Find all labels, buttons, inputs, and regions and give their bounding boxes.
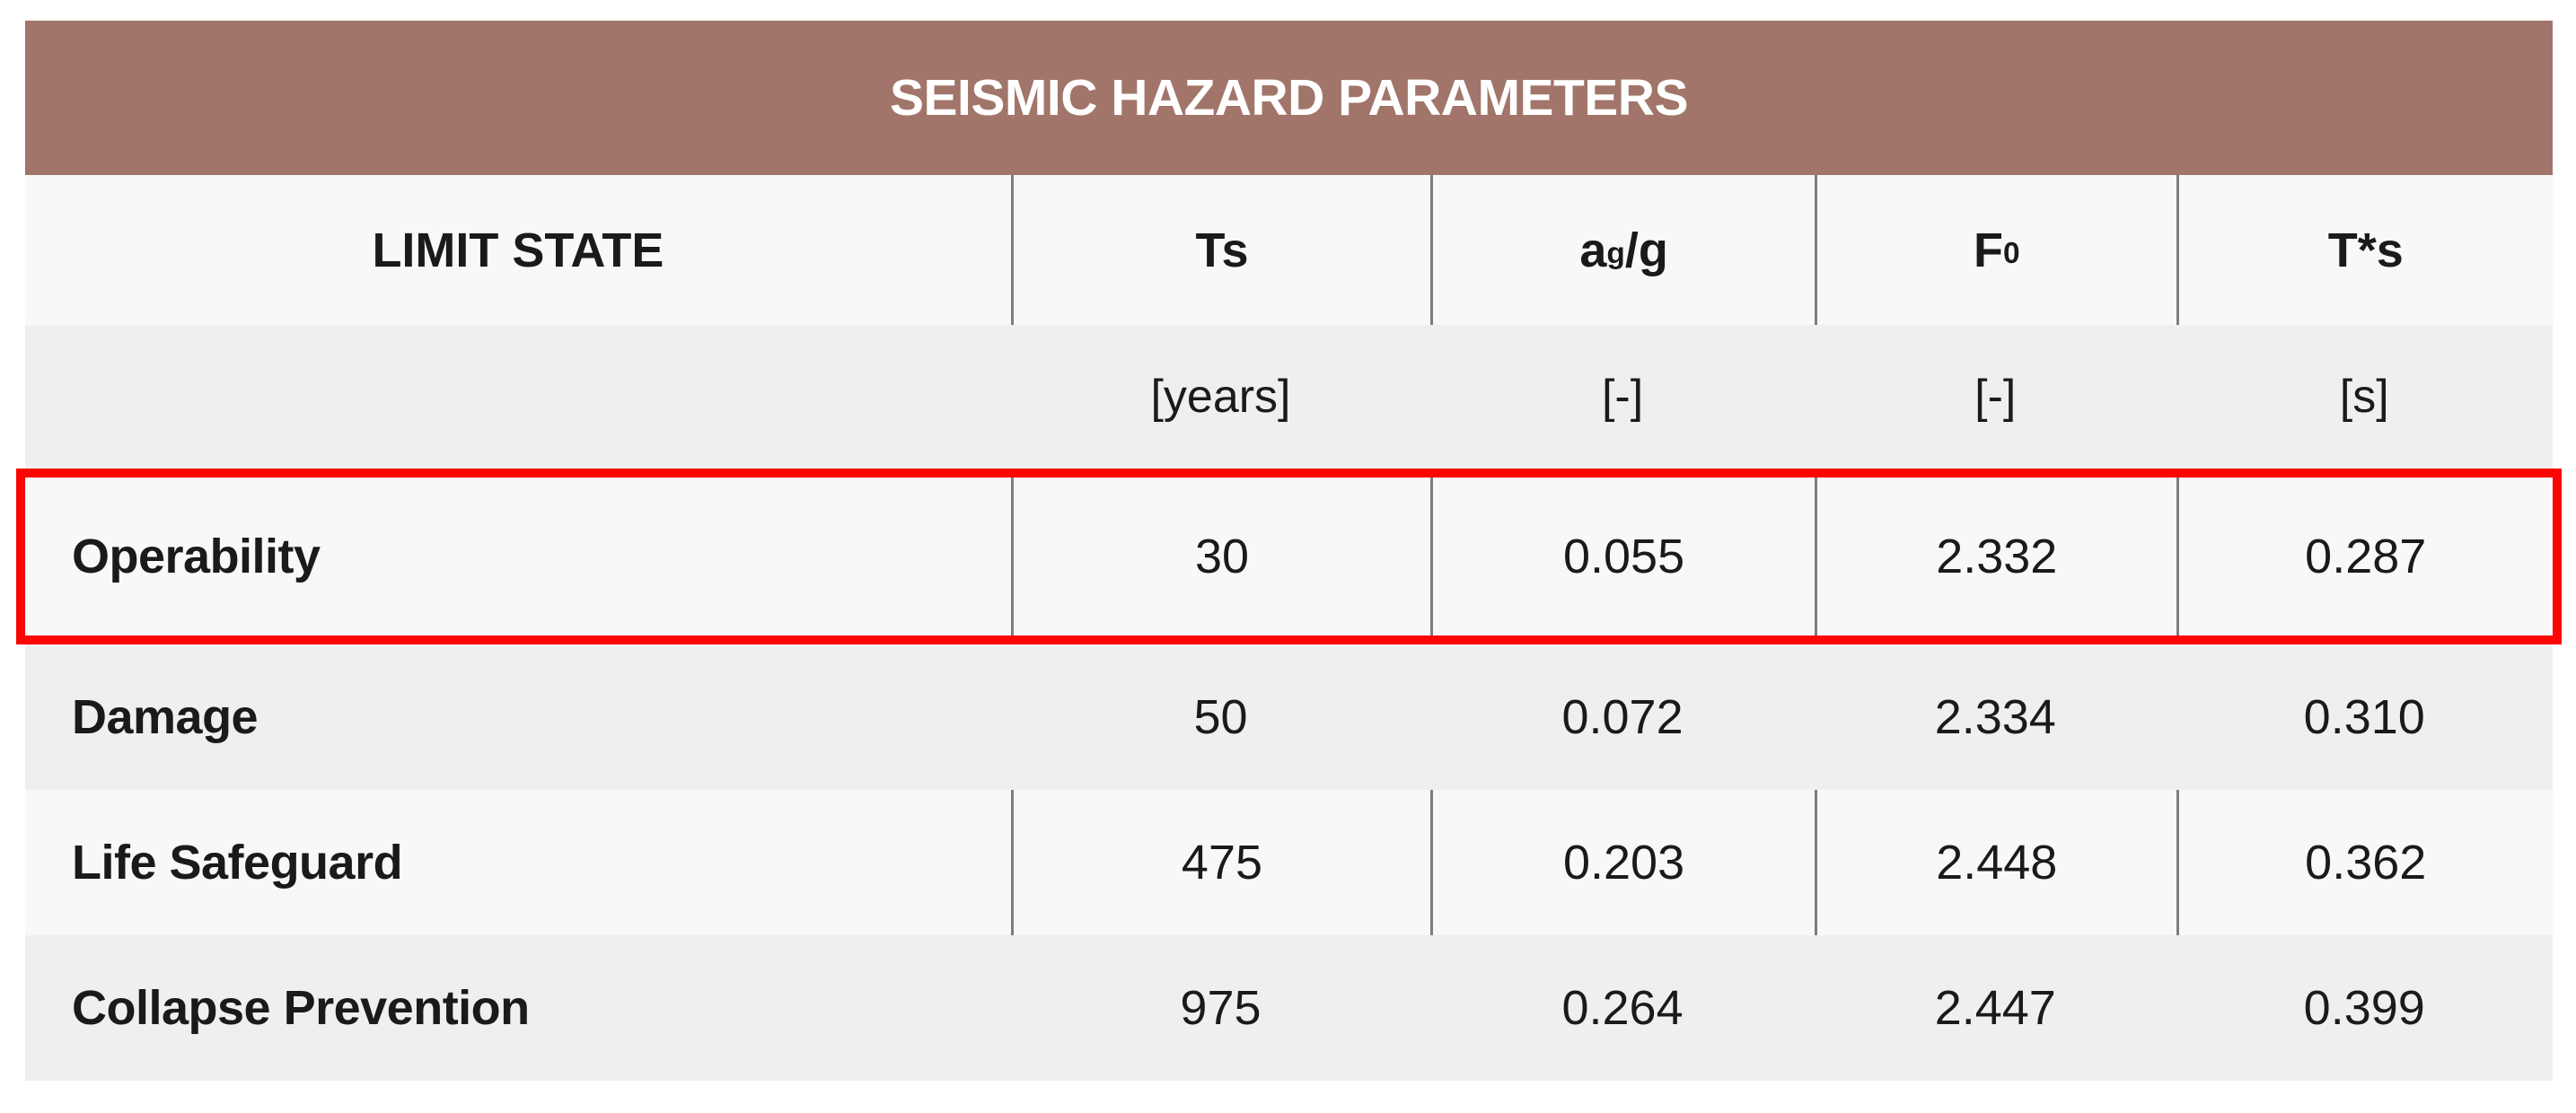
value-cell-ts: 475 xyxy=(1010,790,1430,935)
value-cell-t-star-s: 0.310 xyxy=(2303,690,2425,744)
unit-cell-f0: [-] xyxy=(1974,371,2017,423)
value-cell-f0: 2.334 xyxy=(1934,690,2056,744)
value-cell-ag-over-g: 0.055 xyxy=(1430,478,1815,635)
header-text: F xyxy=(1973,223,2003,277)
row-label: Life Safeguard xyxy=(72,836,403,890)
value-cell-t-star-s: 0.399 xyxy=(2303,981,2425,1035)
value-cell-ag-over-g: 0.072 xyxy=(1561,690,1684,744)
header-text: Ts xyxy=(1195,223,1249,277)
column-header-ts: Ts xyxy=(1010,175,1430,325)
unit-cell-ag-over-g: [-] xyxy=(1601,371,1644,423)
unit-cell-limit-state xyxy=(25,325,1011,469)
row-label: Damage xyxy=(72,690,259,744)
value-cell-ts: 30 xyxy=(1010,478,1430,635)
value-cell-f0: 2.447 xyxy=(1934,981,2056,1035)
unit-cell-ts: [years] xyxy=(1150,371,1291,423)
header-text: LIMIT STATE xyxy=(372,223,664,277)
table-row-life-safeguard: Life Safeguard 475 0.203 2.448 0.362 xyxy=(25,790,2553,935)
unit-cell-t-star-s: [s] xyxy=(2339,371,2389,423)
column-header-t-star-s: T*s xyxy=(2176,175,2553,325)
value-cell-t-star-s: 0.362 xyxy=(2176,790,2553,935)
column-header-ag-over-g: a g/g xyxy=(1430,175,1815,325)
table-row-operability: Operability 30 0.055 2.332 0.287 xyxy=(16,469,2562,644)
table-title-bar: SEISMIC HAZARD PARAMETERS xyxy=(25,21,2553,175)
table-row-damage: Damage 50 0.072 2.334 0.310 xyxy=(25,644,2553,790)
header-text: T*s xyxy=(2327,223,2404,277)
value-cell-ts: 975 xyxy=(1180,981,1262,1035)
row-label: Collapse Prevention xyxy=(72,981,530,1035)
column-header-limit-state: LIMIT STATE xyxy=(25,175,1011,325)
header-text: a xyxy=(1579,223,1607,277)
units-row: [years] [-] [-] [s] xyxy=(25,325,2553,469)
row-label: Operability xyxy=(72,530,321,583)
value-cell-ag-over-g: 0.264 xyxy=(1561,981,1684,1035)
value-cell-ts: 50 xyxy=(1193,690,1248,744)
value-cell-f0: 2.332 xyxy=(1815,478,2176,635)
table-title: SEISMIC HAZARD PARAMETERS xyxy=(890,69,1688,127)
table-row-collapse-prevention: Collapse Prevention 975 0.264 2.447 0.39… xyxy=(25,935,2553,1081)
seismic-hazard-table: SEISMIC HAZARD PARAMETERS LIMIT STATE Ts… xyxy=(16,21,2562,1081)
header-text: /g xyxy=(1624,223,1668,277)
value-cell-t-star-s: 0.287 xyxy=(2176,478,2553,635)
value-cell-ag-over-g: 0.203 xyxy=(1430,790,1815,935)
value-cell-f0: 2.448 xyxy=(1815,790,2176,935)
